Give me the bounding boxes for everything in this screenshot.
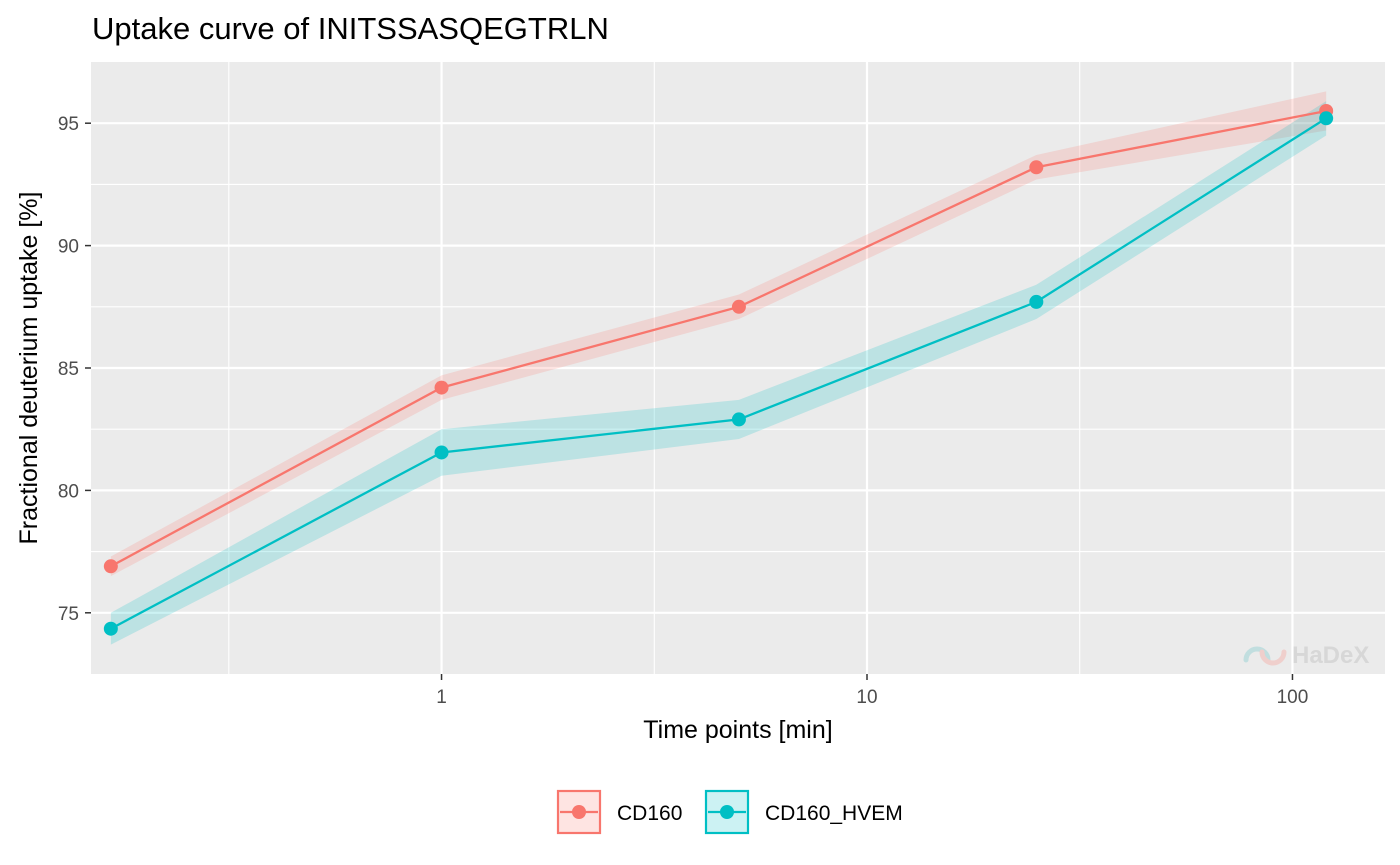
- point-cd160: [1029, 160, 1044, 175]
- y-axis-title: Fractional deuterium uptake [%]: [15, 192, 43, 545]
- chart-title: Uptake curve of INITSSASQEGTRLN: [92, 11, 609, 46]
- series-points: [103, 103, 1334, 636]
- y-axis-ticks: 75 80 85 90 95: [58, 114, 91, 625]
- point-cd160_hvem: [731, 412, 746, 427]
- confidence-ribbons: [110, 91, 1327, 645]
- y-tick-label: 85: [58, 359, 79, 380]
- point-cd160_hvem: [1319, 111, 1334, 126]
- legend-label-cd160_hvem: CD160_HVEM: [765, 802, 903, 825]
- point-cd160: [103, 559, 118, 574]
- ribbon-cd160: [110, 91, 1327, 577]
- point-cd160_hvem: [103, 621, 118, 636]
- x-axis-ticks: 1 10 100: [436, 674, 1308, 708]
- point-cd160_hvem: [1029, 294, 1044, 309]
- x-tick-label: 1: [436, 687, 447, 708]
- y-tick-label: 90: [58, 237, 79, 258]
- legend-point: [720, 805, 734, 819]
- point-cd160_hvem: [434, 445, 449, 460]
- legend: CD160 CD160_HVEM: [556, 789, 903, 835]
- point-cd160: [731, 299, 746, 314]
- y-tick-label: 95: [58, 114, 79, 135]
- y-tick-label: 80: [58, 481, 79, 502]
- legend-label-cd160: CD160: [617, 802, 682, 825]
- y-tick-label: 75: [58, 604, 79, 625]
- hadex-logo-text: HaDeX: [1292, 642, 1369, 669]
- x-tick-label: 100: [1277, 687, 1309, 708]
- legend-key-cd160: [556, 789, 602, 835]
- hadex-watermark: HaDeX: [1243, 642, 1369, 669]
- hadex-logo-icon: [1243, 646, 1287, 666]
- x-axis-title: Time points [min]: [643, 716, 832, 744]
- legend-key-cd160_hvem: [704, 789, 750, 835]
- legend-point: [572, 805, 586, 819]
- point-cd160: [434, 380, 449, 395]
- x-tick-label: 10: [856, 687, 877, 708]
